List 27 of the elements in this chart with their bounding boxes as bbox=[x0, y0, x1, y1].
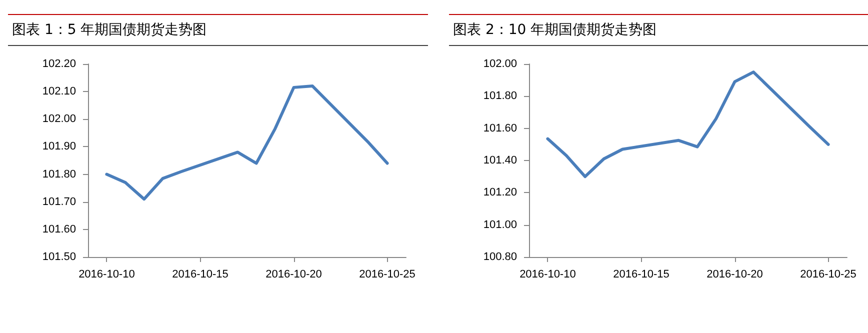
x-tick-label: 2016-10-10 bbox=[520, 268, 576, 280]
chart-title: 图表 2：10 年期国债期货走势图 bbox=[449, 14, 868, 46]
y-tick-label: 101.80 bbox=[483, 90, 517, 102]
y-tick-label: 101.50 bbox=[42, 251, 76, 263]
y-tick-label: 101.80 bbox=[42, 168, 76, 180]
y-tick-label: 100.80 bbox=[483, 251, 517, 263]
x-tick-label: 2016-10-10 bbox=[78, 268, 135, 280]
y-tick-label: 101.40 bbox=[483, 154, 517, 166]
y-tick-label: 101.70 bbox=[42, 196, 76, 208]
y-tick-label: 101.00 bbox=[483, 218, 517, 231]
y-tick-label: 101.60 bbox=[483, 122, 517, 134]
x-tick-label: 2016-10-15 bbox=[613, 268, 670, 280]
line-series bbox=[546, 70, 830, 178]
x-tick-label: 2016-10-20 bbox=[266, 268, 322, 280]
x-tick-label: 2016-10-15 bbox=[172, 268, 228, 280]
x-tick-label: 2016-10-25 bbox=[359, 268, 416, 280]
chart-title: 图表 1：5 年期国债期货走势图 bbox=[8, 14, 428, 46]
x-tick-label: 2016-10-25 bbox=[800, 268, 856, 280]
y-tick-label: 102.00 bbox=[483, 58, 517, 70]
y-tick-label: 101.20 bbox=[483, 186, 517, 199]
y-tick-label: 101.90 bbox=[42, 140, 76, 153]
y-tick-label: 102.00 bbox=[42, 113, 76, 126]
y-tick-label: 101.60 bbox=[42, 223, 76, 236]
y-tick-label: 102.10 bbox=[42, 86, 76, 98]
x-tick-label: 2016-10-20 bbox=[706, 268, 763, 280]
y-tick-label: 102.20 bbox=[42, 58, 76, 70]
line-series bbox=[105, 84, 389, 201]
